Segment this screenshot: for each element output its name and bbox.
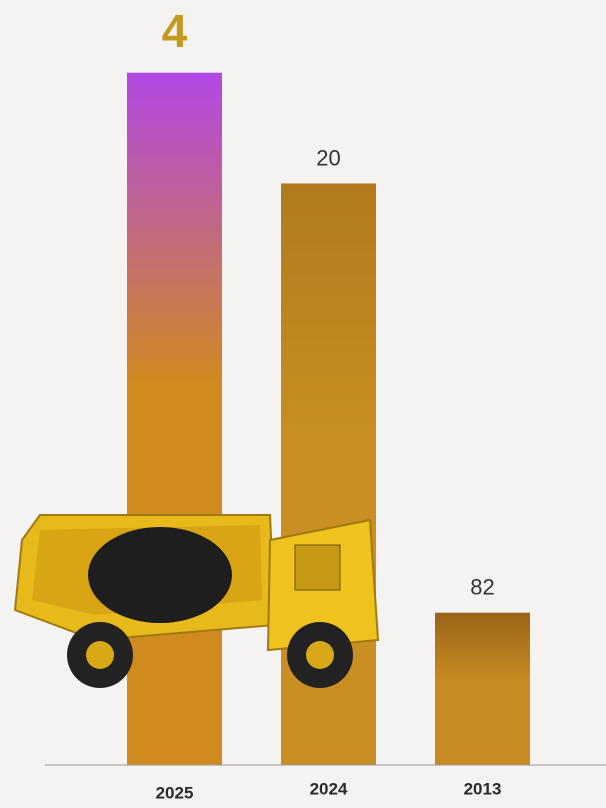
value-label: 4 [162,5,188,57]
bar [435,612,530,765]
labels: 4 2025 20 2024 82 2013 [156,5,502,803]
truck-illustration [13,514,380,688]
x-tick-label: 2025 [156,783,194,802]
value-label: 82 [470,575,494,600]
bars [127,72,530,765]
x-tick-label: 2013 [464,779,502,798]
x-tick-label: 2024 [310,779,348,798]
value-label: 20 [316,145,340,170]
bar [127,72,222,765]
